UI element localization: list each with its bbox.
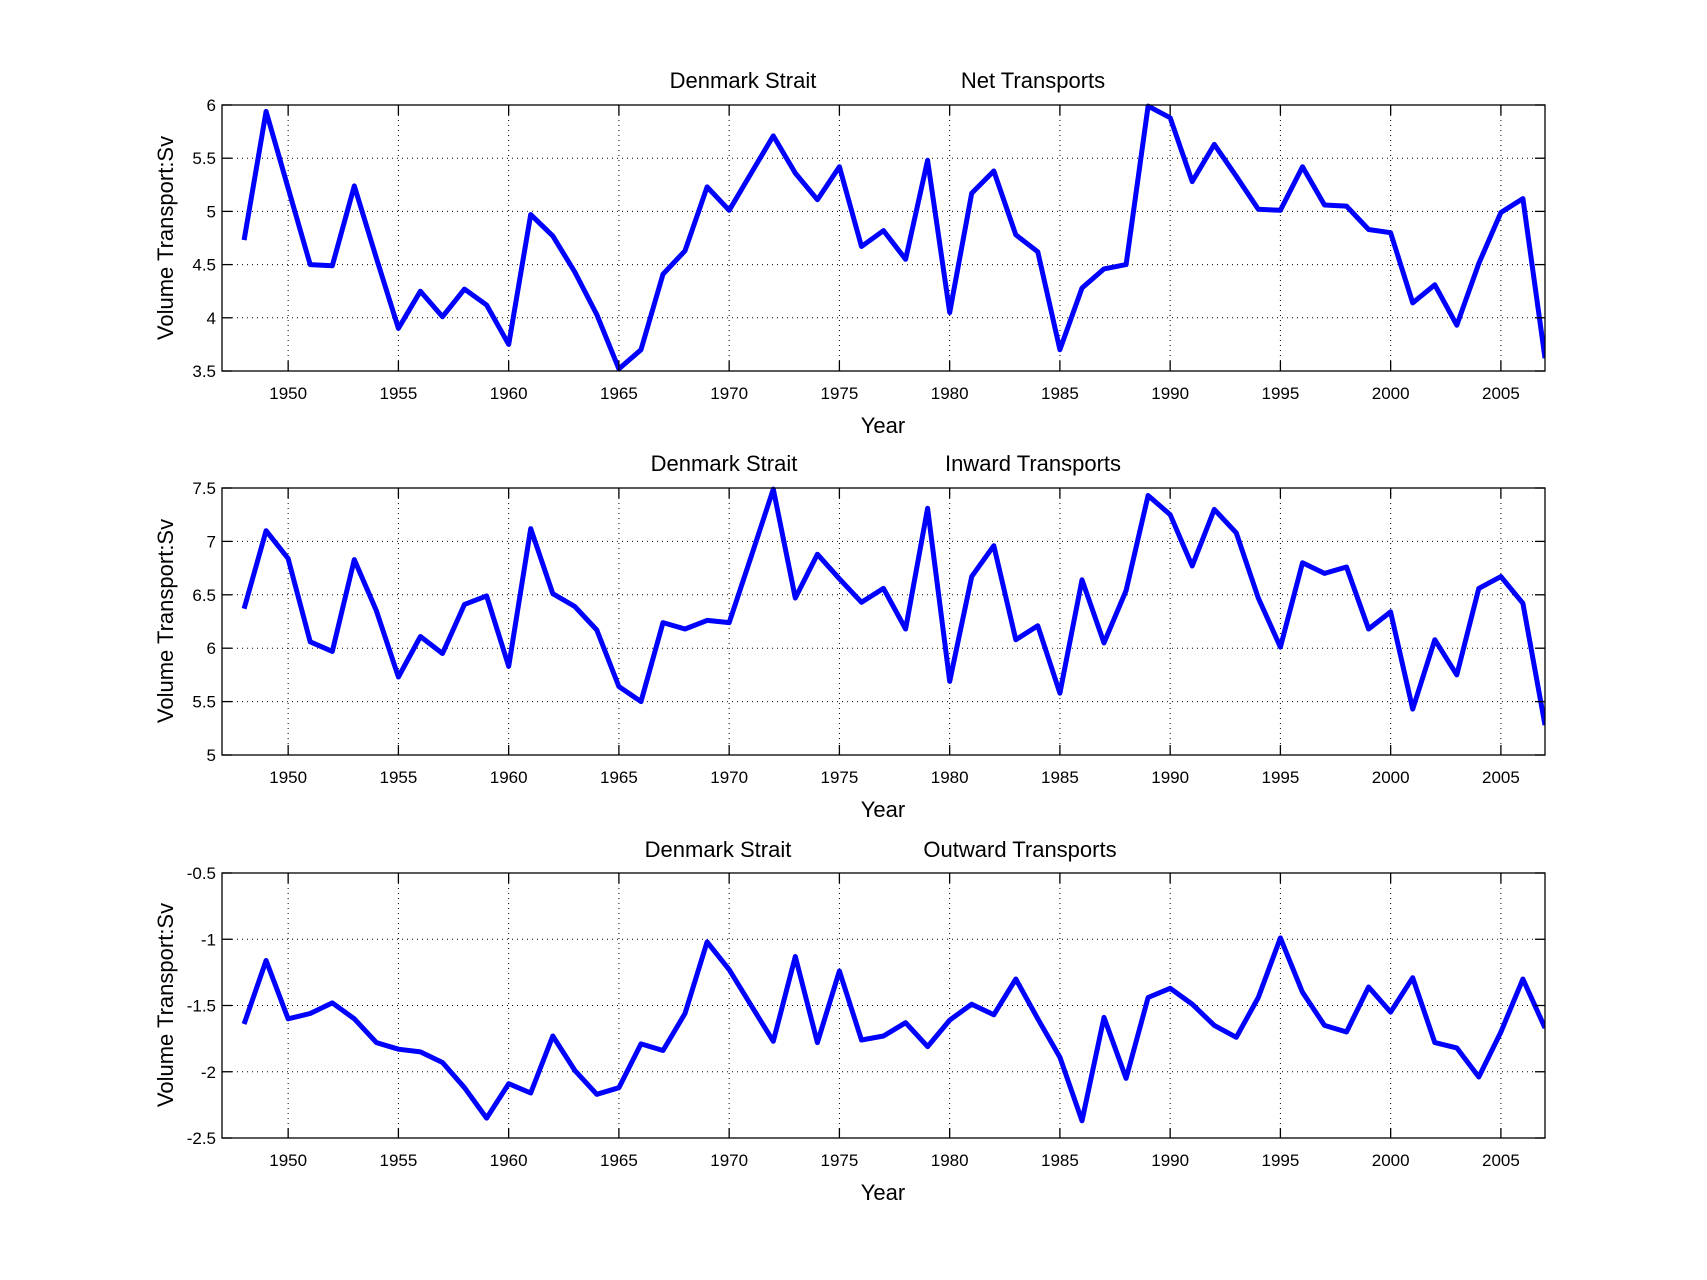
y-tick-label: -0.5 (187, 864, 216, 883)
tick-marks (222, 872, 1545, 1139)
y-tick-label: 5.5 (192, 149, 216, 168)
x-tick-label: 1955 (379, 1151, 417, 1170)
x-tick-label: 1990 (1151, 384, 1189, 403)
y-tick-label: 7 (207, 532, 216, 551)
tick-marks (222, 104, 1545, 372)
x-tick-label: 1970 (710, 384, 748, 403)
x-tick-label: 1960 (490, 1151, 528, 1170)
x-tick-label: 1965 (600, 1151, 638, 1170)
panel-inward-transports: Denmark Strait Inward Transports 1950 195… (153, 451, 1546, 822)
x-tick-label: 1995 (1261, 1151, 1299, 1170)
x-tick-label: 2000 (1372, 768, 1410, 787)
tick-marks (222, 487, 1545, 756)
x-tick-label: 1975 (820, 1151, 858, 1170)
series-line-inward-transports (241, 486, 1545, 726)
y-tick-labels: -2.5 -2 -1.5 -1 -0.5 (187, 864, 216, 1148)
panel-outward-transports: Denmark Strait Outward Transports 1950 19… (153, 837, 1546, 1205)
x-tick-label: 1980 (931, 1151, 969, 1170)
y-tick-label: 6 (207, 639, 216, 658)
axes-frame (221, 487, 1546, 756)
panel-title-right: Outward Transports (923, 837, 1116, 862)
x-axis-label: Year (861, 797, 905, 822)
series-line-net-transports (241, 103, 1545, 372)
y-axis-label: Volume Transport:Sv (153, 519, 178, 723)
x-axis-label: Year (861, 413, 905, 438)
x-tick-label: 1955 (379, 384, 417, 403)
series-layer (241, 103, 1545, 372)
y-tick-label: 7.5 (192, 479, 216, 498)
x-tick-label: 2000 (1372, 1151, 1410, 1170)
x-tick-label: 2000 (1372, 384, 1410, 403)
panel-title-left: Denmark Strait (651, 451, 798, 476)
x-tick-label: 1990 (1151, 768, 1189, 787)
series-layer (241, 935, 1545, 1124)
panel-title-right: Inward Transports (945, 451, 1121, 476)
x-tick-label: 1980 (931, 384, 969, 403)
x-tick-label: 1950 (269, 768, 307, 787)
y-tick-labels: 5 5.5 6 6.5 7 7.5 (192, 479, 216, 765)
x-tick-label: 1995 (1261, 768, 1299, 787)
panel-net-transports: Denmark Strait Net Transports 1950 1955 19… (153, 68, 1546, 438)
x-tick-label: 2005 (1482, 384, 1520, 403)
x-tick-label: 1965 (600, 768, 638, 787)
x-tick-label: 1985 (1041, 1151, 1079, 1170)
x-tick-label: 1985 (1041, 768, 1079, 787)
axes-frame (221, 104, 1546, 372)
x-tick-label: 1995 (1261, 384, 1299, 403)
x-tick-label: 1950 (269, 1151, 307, 1170)
x-tick-label: 1970 (710, 768, 748, 787)
x-axis-label: Year (861, 1180, 905, 1205)
y-tick-labels: 3.5 4 4.5 5 5.5 6 (192, 96, 216, 381)
x-tick-label: 1985 (1041, 384, 1079, 403)
panel-title-right: Net Transports (961, 68, 1105, 93)
x-tick-label: 1965 (600, 384, 638, 403)
y-tick-label: -2.5 (187, 1129, 216, 1148)
x-tick-label: 1960 (490, 768, 528, 787)
y-tick-label: -1 (201, 930, 216, 949)
y-axis-label: Volume Transport:Sv (153, 903, 178, 1107)
panel-title-left: Denmark Strait (670, 68, 817, 93)
y-tick-label: 3.5 (192, 362, 216, 381)
y-tick-label: 4.5 (192, 256, 216, 275)
y-tick-label: 5.5 (192, 693, 216, 712)
x-tick-label: 1975 (820, 384, 858, 403)
x-tick-labels: 1950 1955 1960 1965 1970 1975 1980 1985 1990 1995… (269, 384, 1520, 403)
y-tick-label: 6.5 (192, 586, 216, 605)
panel-title-left: Denmark Strait (645, 837, 792, 862)
x-tick-label: 1960 (490, 384, 528, 403)
x-tick-label: 2005 (1482, 1151, 1520, 1170)
y-tick-label: -2 (201, 1063, 216, 1082)
series-layer (241, 486, 1545, 726)
y-tick-label: 6 (207, 96, 216, 115)
x-tick-label: 1975 (820, 768, 858, 787)
y-axis-label: Volume Transport:Sv (153, 136, 178, 340)
y-tick-label: -1.5 (187, 997, 216, 1016)
x-tick-labels: 1950 1955 1960 1965 1970 1975 1980 1985 1990 1995… (269, 768, 1520, 787)
y-tick-label: 4 (207, 309, 216, 328)
x-tick-label: 1990 (1151, 1151, 1189, 1170)
x-tick-label: 1955 (379, 768, 417, 787)
x-tick-label: 1980 (931, 768, 969, 787)
series-line-outward-transports (241, 935, 1545, 1124)
y-tick-label: 5 (207, 202, 216, 221)
y-tick-label: 5 (207, 746, 216, 765)
x-tick-labels: 1950 1955 1960 1965 1970 1975 1980 1985 1990 1995… (269, 1151, 1520, 1170)
x-tick-label: 2005 (1482, 768, 1520, 787)
x-tick-label: 1950 (269, 384, 307, 403)
grid-lines (222, 873, 1545, 1138)
x-tick-label: 1970 (710, 1151, 748, 1170)
